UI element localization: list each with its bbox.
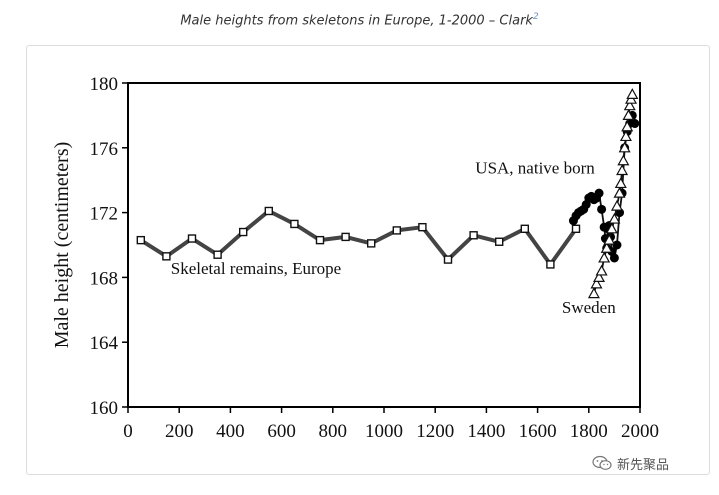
data-point xyxy=(418,222,427,232)
chart-annotations: Skeletal remains, Europe USA, native born… xyxy=(171,159,616,317)
data-point xyxy=(617,154,630,166)
x-tick-label: 1200 xyxy=(416,421,454,442)
data-point xyxy=(315,235,325,245)
watermark: 新先聚品 xyxy=(592,453,669,473)
data-point xyxy=(136,235,146,245)
x-tick-label: 0 xyxy=(123,421,133,442)
data-point xyxy=(600,242,613,253)
x-tick-label: 1600 xyxy=(519,421,557,442)
data-point xyxy=(443,255,453,264)
data-point xyxy=(597,204,607,214)
data-point xyxy=(623,99,636,111)
data-point xyxy=(520,224,529,234)
y-axis-label: Male height (centimeters) xyxy=(51,142,73,349)
data-point xyxy=(612,240,622,250)
data-point xyxy=(621,120,634,132)
data-point xyxy=(595,264,608,276)
data-point xyxy=(593,271,606,282)
data-point xyxy=(598,251,611,263)
y-tick-label: 172 xyxy=(90,204,119,225)
y-tick-label: 180 xyxy=(90,74,119,95)
data-point xyxy=(162,252,171,261)
figure-caption: Male heights from skeletons in Europe, 1… xyxy=(0,12,719,28)
y-tick-label: 160 xyxy=(90,398,119,419)
x-tick-label: 1000 xyxy=(365,421,403,442)
data-point xyxy=(238,227,248,237)
data-point xyxy=(587,287,600,299)
annotation-label: Sweden xyxy=(562,298,616,317)
data-point xyxy=(495,237,504,246)
footnote-link[interactable]: 2 xyxy=(532,12,539,22)
data-point xyxy=(622,109,635,121)
data-point xyxy=(616,164,629,176)
x-tick-label: 400 xyxy=(216,421,245,442)
data-point xyxy=(264,206,273,216)
figure-frame xyxy=(26,45,710,475)
annotation-label: USA, native born xyxy=(475,159,595,178)
data-point xyxy=(213,250,222,259)
annotation-label: Skeletal remains, Europe xyxy=(171,259,341,278)
data-point xyxy=(341,232,350,242)
caption-text: Male heights from skeletons in Europe, 1… xyxy=(180,13,533,29)
x-tick-label: 200 xyxy=(165,421,194,442)
data-point xyxy=(546,260,555,269)
data-point xyxy=(590,277,603,289)
data-point xyxy=(367,239,376,248)
data-point xyxy=(613,186,626,198)
x-tick-label: 1400 xyxy=(467,421,505,442)
data-point xyxy=(605,222,618,234)
data-point xyxy=(571,224,581,234)
data-point xyxy=(392,226,401,235)
data-point xyxy=(603,233,616,245)
y-tick-label: 168 xyxy=(90,268,119,289)
data-point xyxy=(614,177,627,189)
x-tick-label: 600 xyxy=(267,421,296,442)
data-point xyxy=(469,231,478,240)
y-tick-label: 176 xyxy=(90,139,119,160)
series-line xyxy=(139,208,578,267)
data-point xyxy=(608,212,621,224)
data-point xyxy=(290,219,299,229)
y-tick-label: 164 xyxy=(90,333,119,354)
chart-series xyxy=(136,88,640,299)
wechat-icon xyxy=(592,455,612,471)
data-point xyxy=(610,199,623,211)
x-tick-label: 800 xyxy=(319,421,348,442)
data-point xyxy=(619,130,632,142)
data-point xyxy=(609,253,619,263)
data-point xyxy=(594,188,604,198)
watermark-text: 新先聚品 xyxy=(617,457,670,473)
data-point xyxy=(630,119,640,128)
x-tick-label: 2000 xyxy=(621,421,659,442)
data-point xyxy=(618,141,631,153)
x-tick-label: 1800 xyxy=(570,421,608,442)
data-point xyxy=(187,234,197,243)
data-point xyxy=(626,88,639,99)
